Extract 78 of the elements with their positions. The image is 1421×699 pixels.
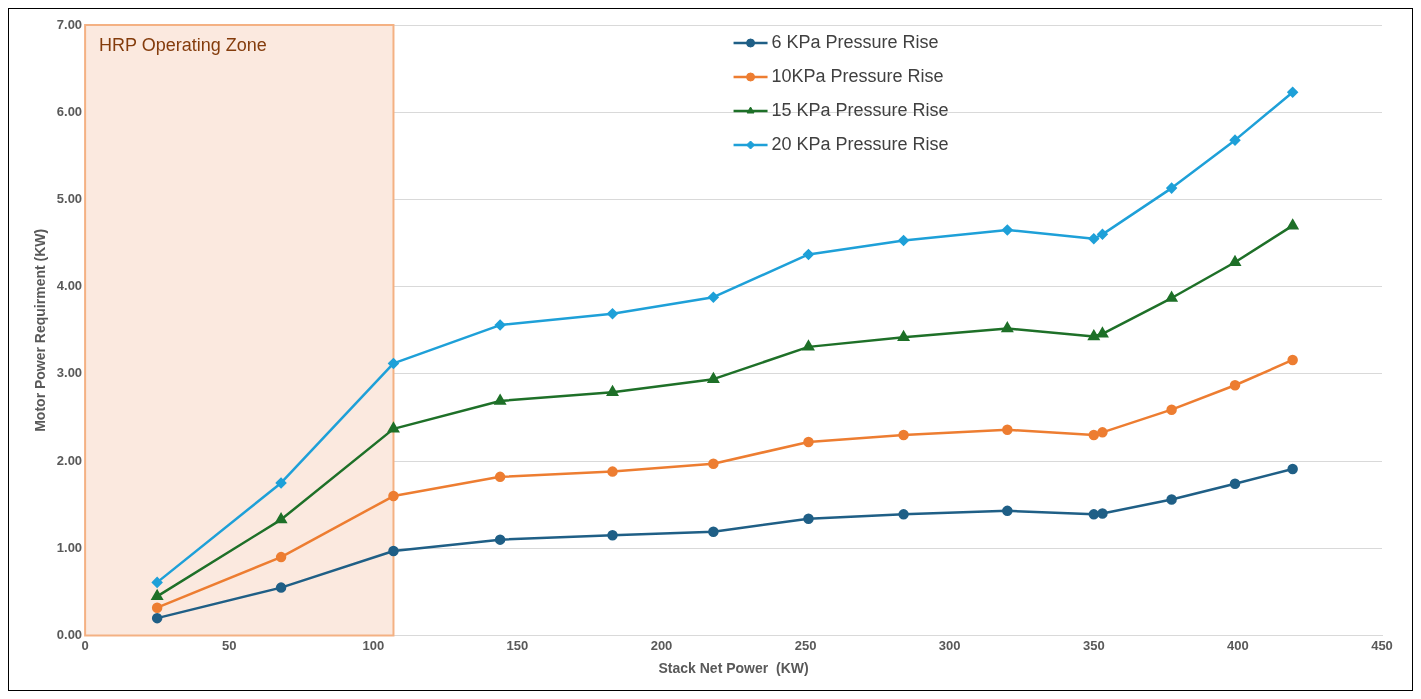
point: [494, 319, 506, 331]
point: [707, 372, 719, 383]
point: [606, 385, 619, 396]
x-tick-label: 300: [938, 637, 961, 653]
point: [803, 513, 814, 524]
point: [1166, 494, 1177, 505]
point: [1229, 134, 1241, 146]
point: [1097, 508, 1108, 519]
point: [1088, 509, 1100, 520]
point: [708, 291, 719, 303]
point: [388, 490, 399, 502]
point: [1002, 424, 1013, 435]
x-tick-label: 100: [362, 637, 385, 653]
x-axis-title: Stack Net Power (KW): [658, 660, 809, 677]
point: [1287, 219, 1299, 230]
point: [494, 394, 506, 405]
point: [1229, 256, 1241, 267]
y-tick-label: 4.00: [56, 278, 83, 294]
x-tick-label: 400: [1227, 637, 1249, 653]
x-tick-label: 450: [1371, 637, 1393, 653]
point: [494, 471, 506, 483]
point: [607, 530, 618, 541]
legend-label: 15 KPa Pressure Rise: [771, 99, 949, 120]
y-tick-label: 1.00: [56, 539, 83, 555]
point: [1002, 505, 1013, 517]
point: [1166, 182, 1177, 194]
point: [1001, 322, 1013, 333]
point: [151, 577, 163, 588]
point: [275, 477, 287, 489]
y-tick-label: 2.00: [56, 452, 83, 468]
x-tick-label: 250: [794, 637, 817, 653]
y-tick-label: 5.00: [56, 191, 83, 207]
legend-label: 6 KPa Pressure Rise: [771, 31, 939, 52]
point: [387, 422, 400, 433]
point: [1097, 427, 1108, 438]
point: [898, 509, 909, 520]
x-tick-label: 200: [650, 637, 673, 653]
point: [1287, 86, 1298, 98]
point: [494, 534, 506, 545]
point: [802, 340, 815, 351]
point: [607, 308, 618, 319]
x-tick-label: 350: [1082, 637, 1105, 653]
point: [1229, 478, 1241, 490]
point: [708, 458, 719, 470]
point: [388, 545, 399, 557]
legend-label: 20 KPa Pressure Rise: [771, 133, 949, 154]
y-tick-label: 0.00: [56, 627, 83, 643]
point: [803, 249, 814, 260]
y-tick-label: 7.00: [56, 16, 83, 32]
point: [1166, 291, 1178, 302]
point: [275, 582, 287, 593]
point: [1097, 229, 1108, 240]
x-tick-label: 50: [221, 637, 237, 653]
point: [388, 358, 399, 369]
point: [1088, 233, 1100, 244]
x-tick-label: 0: [81, 637, 89, 653]
point: [708, 526, 719, 538]
y-tick-label: 6.00: [56, 103, 83, 119]
legend-label: 10KPa Pressure Rise: [771, 65, 944, 86]
point: [275, 513, 287, 524]
y-axis-title: Motor Power Requirment (KW): [32, 228, 49, 432]
point: [1287, 354, 1298, 366]
point: [1088, 429, 1100, 441]
point: [898, 429, 909, 441]
point: [607, 466, 618, 477]
point: [803, 436, 814, 448]
point: [1088, 330, 1100, 341]
point: [1002, 224, 1013, 236]
y-tick-label: 3.00: [56, 365, 83, 381]
point: [898, 235, 909, 246]
point: [1287, 463, 1298, 475]
point: [1229, 380, 1241, 391]
point: [275, 551, 287, 563]
point: [1166, 404, 1177, 415]
point: [151, 602, 163, 613]
point: [151, 612, 163, 624]
x-tick-label: 150: [506, 637, 529, 653]
band-label: HRP Operating Zone: [99, 34, 267, 55]
